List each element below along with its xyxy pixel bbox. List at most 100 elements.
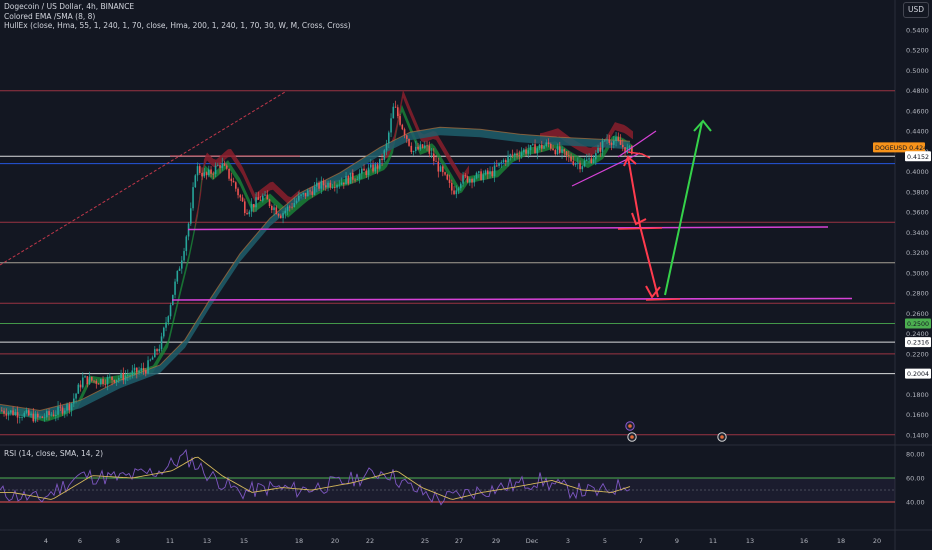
y-tick-label: 0.3000	[906, 269, 929, 277]
x-tick-label: 13	[746, 537, 754, 545]
candle-body	[286, 206, 289, 211]
candle-body	[570, 156, 572, 162]
candle-body	[316, 182, 318, 187]
price-label-bg	[905, 151, 931, 162]
candle-body	[273, 207, 275, 211]
candle-body	[619, 140, 622, 145]
candle-body	[327, 182, 329, 188]
candle-body	[574, 163, 577, 165]
candle-body	[622, 144, 624, 148]
candle-body	[219, 165, 221, 168]
candle-body	[624, 147, 626, 153]
candle-body	[39, 416, 41, 418]
candle-body	[16, 412, 19, 418]
candle-body	[610, 142, 613, 145]
price-label-bg	[905, 337, 931, 348]
candle-body	[448, 179, 451, 183]
candle-body	[462, 175, 464, 184]
candle-body	[367, 167, 370, 175]
candle-body	[478, 171, 480, 173]
candle-body	[55, 414, 57, 417]
price-label: 0.2316	[907, 340, 929, 347]
candle-body	[487, 170, 489, 175]
candle-body	[482, 174, 485, 181]
y-tick-label: 0.5400	[906, 27, 929, 35]
y-tick-label: 0.5200	[906, 47, 929, 55]
candle-body	[392, 106, 395, 119]
candle-body	[124, 375, 127, 381]
time-axis[interactable]: 4 6 8 11 13 15 18 20 22 25 27 29 Dec 3 5 7 9 11 13 16 18 20	[44, 537, 881, 545]
price-label: 0.2004	[907, 371, 929, 378]
candle-body	[111, 376, 113, 380]
candle-body	[541, 144, 543, 149]
candle-body	[358, 173, 361, 180]
candle-body	[295, 200, 298, 203]
candle-body	[156, 349, 158, 352]
candle-body	[356, 179, 359, 181]
arrow-head	[693, 119, 712, 132]
candle-body	[505, 160, 507, 163]
x-tick-label: 18	[295, 537, 303, 545]
candle-body	[28, 410, 30, 416]
candle-body	[151, 357, 154, 360]
candle-body	[311, 191, 314, 195]
candle-body	[253, 203, 255, 208]
candle-body	[329, 182, 332, 188]
candle-body	[604, 140, 606, 142]
event-icon	[720, 435, 724, 439]
x-tick-label: 3	[566, 537, 570, 545]
symbol-title[interactable]: Dogecoin / US Dollar, 4h, BINANCE	[4, 2, 135, 11]
candle-body	[185, 236, 188, 252]
indicator-hull-legend[interactable]: HullEx (close, Hma, 55, 1, 240, 1, 70, c…	[4, 21, 351, 30]
x-tick-label: 9	[675, 537, 679, 545]
candle-body	[403, 129, 406, 136]
candle-body	[250, 203, 253, 212]
candle-body	[7, 412, 10, 416]
candle-body	[309, 190, 311, 192]
rsi-legend[interactable]: RSI (14, close, SMA, 14, 2)	[4, 449, 104, 458]
candle-body	[30, 413, 32, 416]
event-icon	[630, 435, 634, 439]
candle-body	[399, 116, 401, 125]
candle-body	[235, 182, 237, 189]
candle-body	[97, 383, 100, 385]
rsi-tick-label: 60.00	[906, 475, 925, 483]
candle-body	[104, 383, 107, 385]
candle-body	[86, 376, 89, 385]
currency-button[interactable]: USD	[903, 2, 929, 18]
candle-body	[430, 153, 433, 155]
candle-body	[75, 393, 77, 399]
candle-body	[520, 152, 523, 157]
candle-body	[142, 367, 145, 371]
candle-body	[437, 161, 440, 172]
candle-body	[145, 370, 147, 374]
candle-body	[149, 359, 152, 361]
candle-body	[581, 166, 584, 170]
candle-body	[457, 188, 460, 191]
candle-body	[84, 376, 86, 378]
candle-body	[554, 150, 557, 155]
candle-body	[583, 160, 586, 167]
indicator-ema-legend[interactable]: Colored EMA /SMA (8, 8)	[4, 11, 96, 21]
candle-body	[34, 413, 37, 422]
candle-body	[466, 176, 469, 183]
candle-body	[46, 411, 48, 418]
price-label: 0.4152	[907, 154, 929, 161]
price-label-bg	[873, 142, 925, 153]
candle-body	[136, 367, 138, 373]
candle-body	[426, 145, 428, 147]
candle-body	[480, 171, 482, 181]
candle-body	[615, 137, 617, 141]
candle-body	[147, 360, 149, 374]
target-marker	[645, 298, 681, 301]
candle-body	[588, 158, 590, 160]
candle-body	[318, 182, 320, 189]
price-label: DOGEUSD 0.4240	[875, 145, 931, 152]
candle-body	[178, 268, 181, 271]
x-tick-label: 25	[421, 537, 429, 545]
support-line-lower	[171, 297, 853, 301]
candle-body	[244, 201, 246, 214]
candle-body	[230, 178, 233, 182]
candle-body	[498, 162, 500, 166]
